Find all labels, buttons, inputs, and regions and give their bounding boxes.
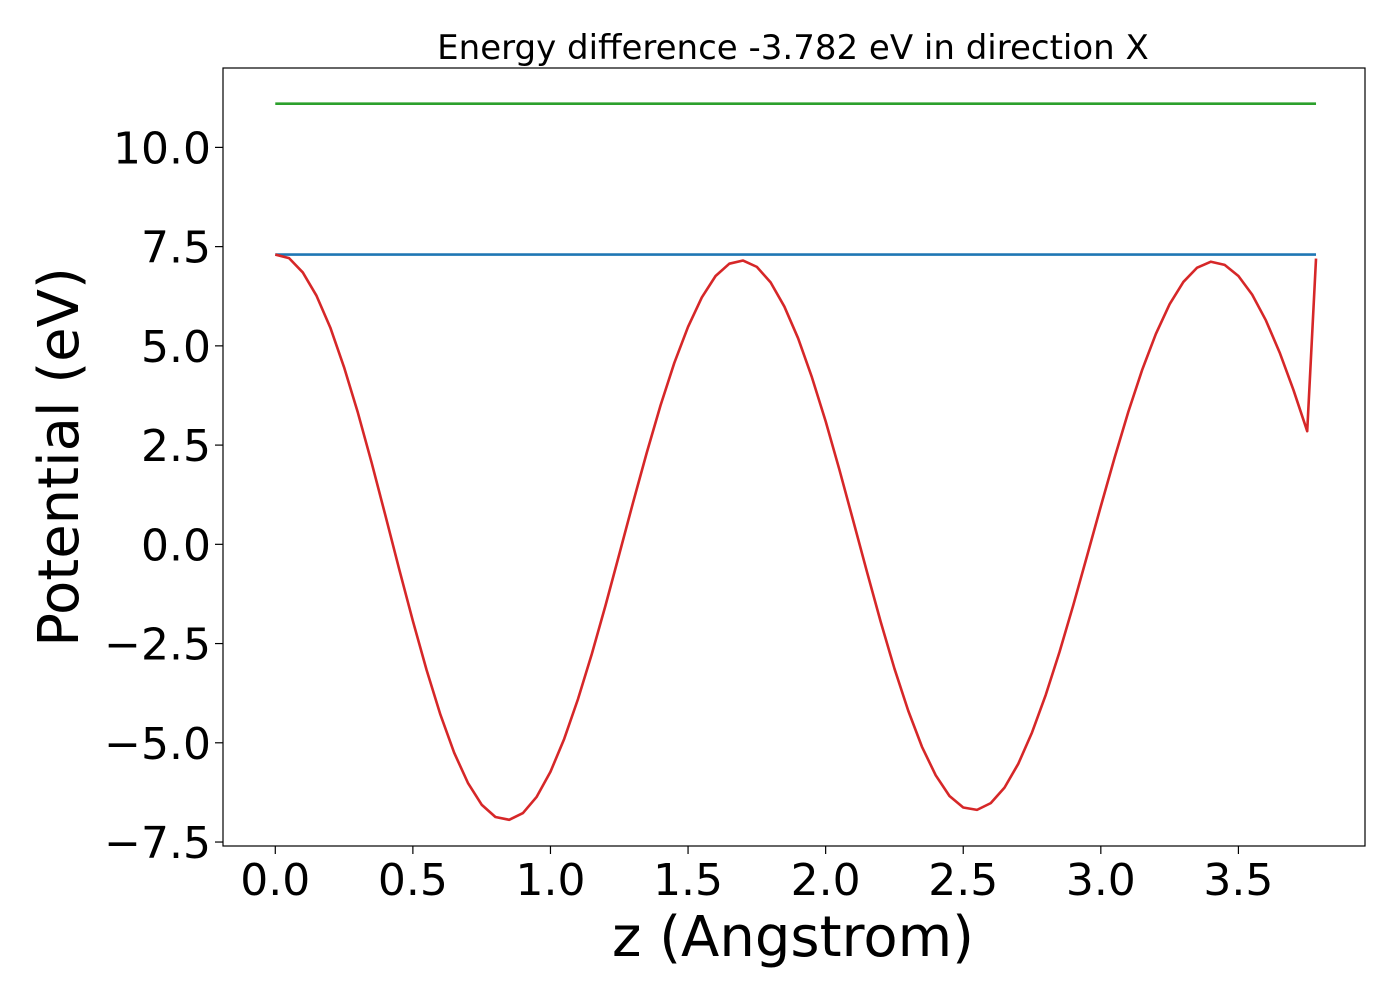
y-tick-label: 2.5: [141, 421, 211, 472]
x-tick-label: 0.0: [240, 855, 310, 906]
x-tick-label: 2.5: [928, 855, 998, 906]
y-tick-label: −5.0: [104, 719, 211, 770]
y-axis-ticks: −7.5 −5.0 −2.5 0.0 2.5 5.0 7.5 10.0: [104, 123, 223, 869]
x-axis-ticks: 0.0 0.5 1.0 1.5 2.0 2.5 3.0 3.5: [240, 846, 1273, 906]
x-tick-label: 0.5: [378, 855, 448, 906]
y-tick-label: 10.0: [113, 123, 211, 174]
y-tick-label: 7.5: [141, 223, 211, 274]
y-tick-label: 0.0: [141, 520, 211, 571]
x-tick-label: 1.0: [515, 855, 585, 906]
x-axis-label: z (Angstrom): [612, 905, 974, 970]
x-tick-label: 3.0: [1066, 855, 1136, 906]
series-line-3: [274, 253, 1318, 822]
y-tick-label: 5.0: [141, 322, 211, 373]
x-tick-label: 2.0: [791, 855, 861, 906]
y-tick-label: −2.5: [104, 620, 211, 671]
chart-title: Energy difference -3.782 eV in direction…: [437, 28, 1149, 68]
series-layer: [274, 102, 1318, 822]
x-tick-label: 3.5: [1203, 855, 1273, 906]
plot-area-frame: [222, 67, 1366, 847]
y-axis-label: Potential (eV): [27, 267, 92, 647]
x-tick-label: 1.5: [653, 855, 723, 906]
y-tick-label: −7.5: [104, 818, 211, 869]
